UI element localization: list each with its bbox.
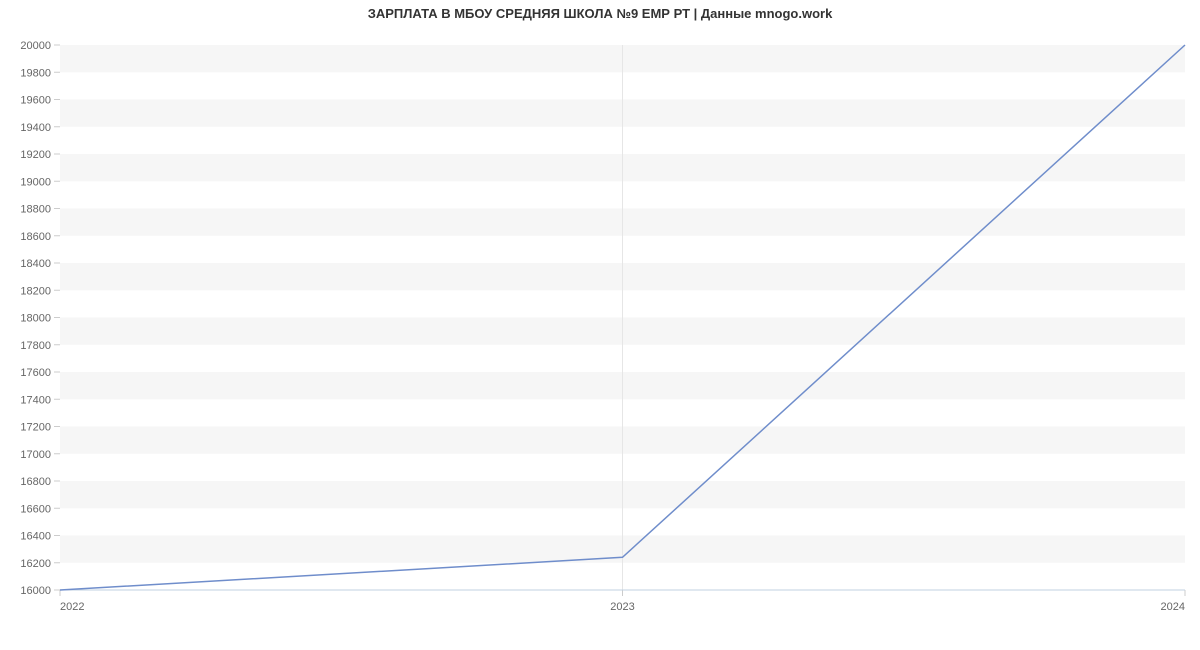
y-tick-label: 16600 xyxy=(20,503,51,515)
x-tick-label: 2024 xyxy=(1161,601,1185,613)
x-tick-label: 2023 xyxy=(610,601,634,613)
y-tick-label: 19400 xyxy=(20,122,51,134)
y-tick-label: 19200 xyxy=(20,149,51,161)
y-tick-label: 17200 xyxy=(20,422,51,434)
y-tick-label: 16000 xyxy=(20,585,51,597)
y-tick-label: 16400 xyxy=(20,531,51,543)
y-tick-label: 19600 xyxy=(20,95,51,107)
chart-svg: ЗАРПЛАТА В МБОУ СРЕДНЯЯ ШКОЛА №9 ЕМР РТ … xyxy=(0,0,1200,650)
salary-line-chart: ЗАРПЛАТА В МБОУ СРЕДНЯЯ ШКОЛА №9 ЕМР РТ … xyxy=(0,0,1200,650)
y-tick-label: 17400 xyxy=(20,394,51,406)
y-tick-label: 18000 xyxy=(20,313,51,325)
x-tick-label: 2022 xyxy=(60,601,84,613)
y-tick-label: 16200 xyxy=(20,558,51,570)
y-tick-label: 19000 xyxy=(20,176,51,188)
y-tick-label: 17800 xyxy=(20,340,51,352)
y-tick-label: 18200 xyxy=(20,285,51,297)
y-tick-label: 20000 xyxy=(20,40,51,52)
y-tick-label: 17000 xyxy=(20,449,51,461)
y-tick-label: 18400 xyxy=(20,258,51,270)
y-tick-label: 17600 xyxy=(20,367,51,379)
y-tick-label: 18800 xyxy=(20,204,51,216)
y-tick-label: 18600 xyxy=(20,231,51,243)
chart-title: ЗАРПЛАТА В МБОУ СРЕДНЯЯ ШКОЛА №9 ЕМР РТ … xyxy=(368,6,833,21)
y-tick-label: 19800 xyxy=(20,67,51,79)
y-tick-label: 16800 xyxy=(20,476,51,488)
